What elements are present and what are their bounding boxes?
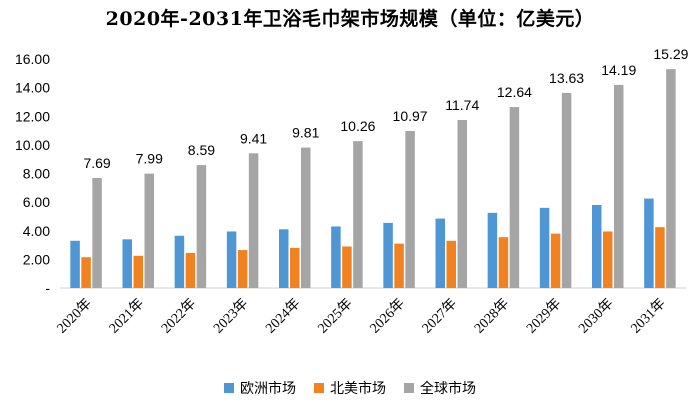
bar-global — [457, 119, 467, 288]
y-tick-label: 10.00 — [15, 137, 50, 153]
legend: 欧洲市场 北美市场 全球市场 — [0, 378, 700, 398]
data-label-global: 15.29 — [653, 46, 688, 62]
x-tick-label: 2027年 — [419, 296, 460, 337]
y-tick-label: 8.00 — [23, 166, 50, 182]
y-tick-label: - — [45, 280, 50, 296]
legend-swatch-europe — [224, 383, 234, 393]
bar-north-america — [133, 255, 143, 288]
x-tick-label: 2028年 — [471, 296, 512, 337]
bar-global — [301, 147, 311, 288]
bar-europe — [331, 226, 341, 288]
bar-global — [196, 165, 207, 288]
bar-global — [666, 69, 676, 289]
y-tick-label: 12.00 — [15, 108, 50, 124]
bar-europe — [70, 240, 80, 288]
bars — [70, 69, 676, 289]
x-tick-label: 2020年 — [54, 296, 95, 337]
bar-north-america — [237, 250, 248, 288]
x-tick-label: 2030年 — [576, 296, 617, 337]
data-label-global: 14.19 — [601, 62, 636, 78]
bar-europe — [644, 198, 654, 288]
bar-europe — [435, 218, 445, 288]
y-tick-label: 4.00 — [23, 223, 50, 239]
bar-north-america — [185, 252, 196, 288]
bar-north-america — [446, 240, 456, 288]
bar-north-america — [394, 243, 404, 288]
data-label-global: 13.63 — [549, 70, 584, 86]
bar-europe — [383, 222, 393, 288]
bar-global — [561, 92, 572, 288]
data-labels: 7.69 7.99 8.59 9.41 9.81 10.26 10.97 11.74 12.64… — [83, 46, 688, 171]
y-axis: - 2.00 4.00 6.00 8.00 10.00 12.00 14.00 16.00 — [15, 51, 50, 296]
y-tick-label: 6.00 — [23, 194, 50, 210]
data-label-global: 7.99 — [136, 151, 163, 167]
bar-north-america — [498, 237, 509, 288]
bar-europe — [122, 239, 132, 288]
bar-global — [248, 153, 259, 288]
data-label-global: 12.64 — [497, 84, 532, 100]
data-label-global: 9.81 — [292, 125, 319, 141]
legend-label-north-america: 北美市场 — [330, 381, 386, 397]
bar-europe — [539, 207, 550, 288]
bar-north-america — [655, 227, 665, 288]
bar-global — [614, 84, 624, 288]
data-label-global: 10.97 — [393, 108, 428, 124]
y-tick-label: 2.00 — [23, 251, 50, 267]
bar-north-america — [550, 233, 561, 288]
x-tick-label: 2022年 — [158, 296, 199, 337]
legend-item-global: 全球市场 — [404, 378, 476, 398]
bar-europe — [279, 229, 289, 288]
data-label-global: 9.41 — [240, 130, 267, 146]
data-label-global: 7.69 — [83, 155, 110, 171]
bar-global — [92, 177, 102, 288]
bar-global — [405, 130, 415, 288]
legend-item-north-america: 北美市场 — [314, 378, 386, 398]
x-tick-label: 2025年 — [315, 296, 356, 337]
legend-swatch-north-america — [314, 383, 324, 393]
legend-item-europe: 欧洲市场 — [224, 378, 296, 398]
data-label-global: 11.74 — [445, 97, 479, 113]
x-tick-label: 2029年 — [523, 296, 564, 337]
data-label-global: 10.26 — [340, 118, 375, 134]
bar-europe — [487, 212, 498, 288]
y-tick-label: 16.00 — [15, 51, 50, 67]
legend-label-global: 全球市场 — [420, 381, 476, 397]
x-tick-label: 2021年 — [106, 296, 147, 337]
bar-global — [144, 173, 154, 288]
y-tick-label: 14.00 — [15, 80, 50, 96]
bar-north-america — [290, 247, 300, 288]
bar-global — [509, 107, 520, 288]
legend-label-europe: 欧洲市场 — [240, 381, 296, 397]
bar-europe — [226, 231, 237, 288]
x-axis: 2020年 2021年 2022年 2023年 2024年 2025年 2026年 2027年… — [54, 287, 686, 337]
x-tick-label: 2023年 — [210, 296, 251, 337]
legend-swatch-global — [404, 383, 414, 393]
bar-europe — [174, 235, 185, 288]
bar-north-america — [342, 246, 352, 288]
chart-title: 2020年-2031年卫浴毛巾架市场规模（单位：亿美元） — [105, 8, 595, 30]
x-tick-label: 2031年 — [628, 296, 669, 337]
x-tick-label: 2026年 — [367, 296, 408, 337]
bar-north-america — [603, 231, 613, 288]
x-tick-label: 2024年 — [263, 296, 304, 337]
bar-global — [353, 141, 363, 288]
bar-europe — [592, 204, 602, 288]
data-label-global: 8.59 — [188, 142, 215, 158]
bar-north-america — [81, 257, 91, 288]
